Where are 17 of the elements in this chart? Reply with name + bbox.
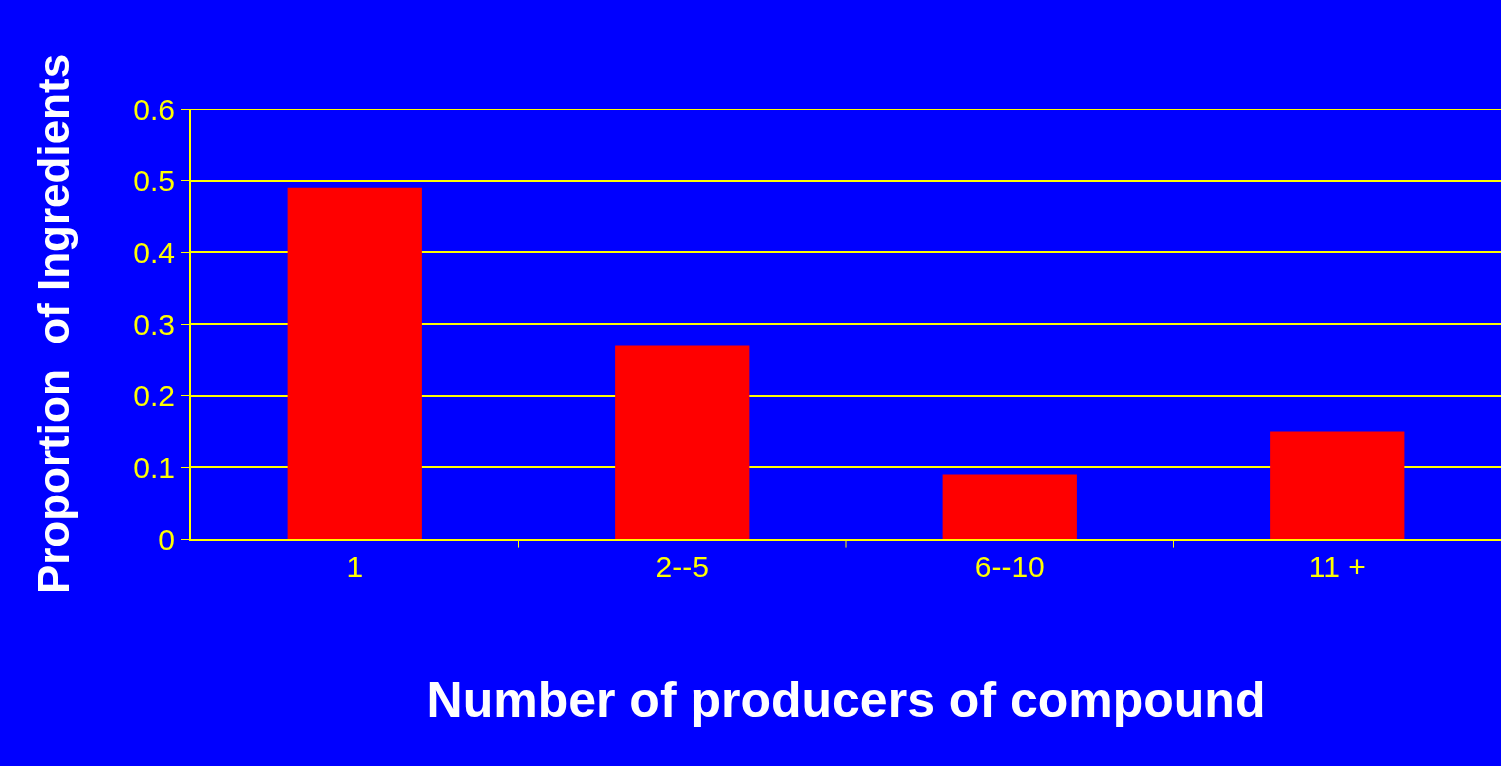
x-tick-label: 1 <box>346 550 364 583</box>
y-axis-title: Proportion of Ingredients <box>28 53 78 595</box>
x-tick-label: 2--5 <box>655 550 709 583</box>
y-tick-label: 0 <box>158 522 175 556</box>
y-tick-label: 0.4 <box>133 235 175 269</box>
x-axis-title: Number of producers of compound <box>426 672 1266 728</box>
bar <box>1270 431 1405 539</box>
x-tick-label: 11 + <box>1308 550 1366 583</box>
x-tick-label: 6--10 <box>974 550 1045 583</box>
y-tick-label: 0.2 <box>133 379 175 413</box>
y-tick-label: 0.3 <box>133 307 175 341</box>
bar <box>615 345 750 539</box>
y-tick-label: 0.5 <box>133 164 175 198</box>
bar <box>287 187 422 539</box>
y-tick-label: 0.6 <box>133 92 175 126</box>
y-tick-label: 0.1 <box>133 450 175 484</box>
bar <box>942 474 1077 539</box>
